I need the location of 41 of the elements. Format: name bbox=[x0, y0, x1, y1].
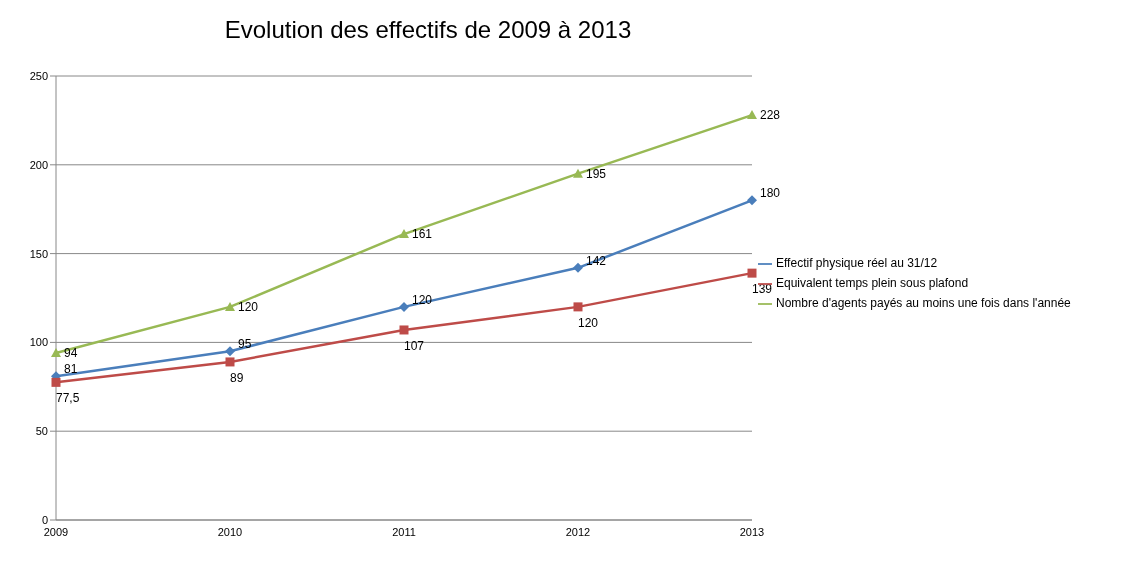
point bbox=[747, 268, 757, 278]
data-label: 195 bbox=[586, 166, 607, 181]
data-label: 77,5 bbox=[56, 391, 80, 406]
x-tick-label: 2010 bbox=[217, 525, 243, 538]
data-label: 180 bbox=[760, 186, 781, 201]
data-label: 94 bbox=[64, 346, 78, 361]
point bbox=[573, 168, 583, 178]
y-tick-label: 0 bbox=[41, 513, 48, 526]
point bbox=[747, 195, 757, 206]
y-tick-label: 200 bbox=[29, 158, 48, 171]
point bbox=[225, 357, 235, 367]
point bbox=[573, 262, 583, 273]
point bbox=[399, 301, 409, 312]
y-tick-label: 250 bbox=[29, 69, 48, 82]
point bbox=[51, 377, 61, 387]
y-tick-label: 100 bbox=[29, 336, 48, 349]
point bbox=[747, 110, 757, 120]
data-label: 89 bbox=[230, 370, 244, 385]
y-tick-label: 50 bbox=[35, 425, 48, 438]
x-tick-label: 2012 bbox=[565, 525, 591, 538]
legend-label: Effectif physique réel au 31/12 bbox=[776, 256, 938, 270]
data-label: 107 bbox=[404, 338, 425, 353]
point bbox=[51, 348, 61, 358]
y-tick-label: 150 bbox=[29, 247, 48, 260]
x-tick-label: 2011 bbox=[392, 525, 416, 538]
legend-label: Nombre d'agents payés au moins une fois dans l'année bbox=[776, 296, 1071, 310]
chart-title: Evolution des effectifs de 2009 à 2013 bbox=[223, 16, 633, 44]
x-tick-label: 2013 bbox=[739, 525, 765, 538]
point bbox=[225, 346, 235, 357]
point bbox=[399, 229, 409, 239]
x-tick-label: 2009 bbox=[43, 525, 69, 538]
data-label: 228 bbox=[760, 108, 781, 123]
data-label: 81 bbox=[64, 362, 78, 377]
data-label: 161 bbox=[412, 227, 433, 242]
point bbox=[573, 302, 583, 312]
point bbox=[225, 301, 235, 311]
data-label: 120 bbox=[238, 299, 259, 314]
data-label: 120 bbox=[578, 315, 599, 330]
series-label: Equivalent temps plein sous plafond bbox=[776, 276, 969, 290]
data-label: 139 bbox=[752, 282, 773, 297]
point bbox=[399, 325, 409, 335]
